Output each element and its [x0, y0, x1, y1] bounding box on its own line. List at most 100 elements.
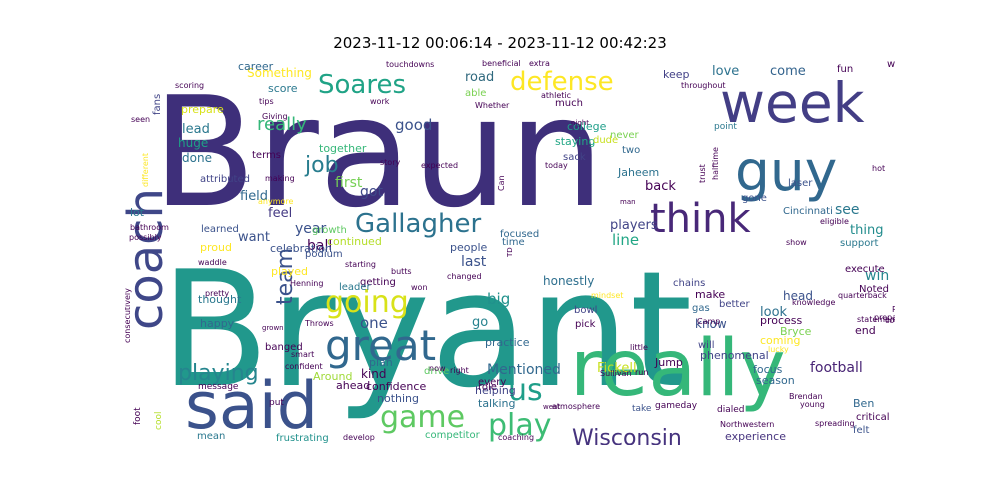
word-atmosphere-141: atmosphere [552, 402, 600, 411]
word-making-169: making [265, 174, 295, 183]
word-foot-135: foot [133, 407, 143, 425]
word-around-80: Around [313, 370, 352, 383]
word-trust-153: trust [698, 164, 707, 183]
word-career-66: career [238, 60, 274, 73]
word-got-32: got [360, 184, 383, 200]
word-happy-70: happy [200, 317, 235, 330]
word-look-36: look [760, 305, 788, 320]
word-make-52: make [695, 288, 725, 301]
word-college-62: college [567, 120, 607, 133]
word-waddle-173: waddle [198, 258, 227, 267]
word-night-194: night [571, 119, 589, 127]
word-go-30: go [472, 315, 488, 330]
word-think-8: think [650, 196, 752, 242]
word-little-185: little [630, 343, 648, 352]
word-run-143: run [635, 368, 648, 377]
word-statement-148: statement [857, 315, 895, 324]
word-never-100: never [610, 130, 640, 141]
word-talking-77: talking [478, 397, 516, 410]
word-focused-105: focused [500, 229, 539, 240]
word-staying-63: staying [555, 135, 595, 148]
word-quarterback-149: quarterback [838, 291, 887, 300]
word-terms-117: terms [252, 150, 281, 161]
word-celebration-67: celebration [270, 242, 332, 255]
word-year-40: year [295, 221, 326, 237]
word-critical-92: critical [856, 412, 890, 423]
word-better-115: better [719, 299, 750, 310]
word-story-158: story [380, 158, 400, 167]
word-dialed-130: dialed [717, 405, 744, 415]
word-bathroom-171: bathroom [130, 223, 169, 232]
word-eligible-151: eligible [820, 217, 849, 226]
word-us-15: us [508, 373, 543, 408]
word-soares-13: Soares [318, 70, 406, 100]
word-put-136: put [269, 398, 284, 408]
word-competitor-96: competitor [425, 430, 481, 441]
word-hot-190: hot [872, 164, 885, 173]
word-dude-103: dude [593, 135, 618, 146]
word-head-56: head [783, 289, 813, 303]
word-able-123: able [465, 88, 486, 99]
word-whether-160: Whether [475, 101, 510, 110]
word-brendan-188: Brendan [789, 392, 823, 401]
word-every-108: every [478, 377, 506, 388]
word-end-89: end [855, 324, 876, 337]
word-nothing-81: nothing [377, 392, 419, 405]
word-gameday-129: gameday [655, 401, 698, 411]
word-laser-98: laser [788, 178, 813, 189]
word-ben-58: Ben [853, 397, 874, 410]
word-line-37: line [612, 231, 639, 249]
word-together-50: together [319, 142, 367, 155]
word-feel-42: feel [268, 206, 292, 221]
word-time-104: time [502, 237, 525, 248]
word-learned-119: learned [201, 224, 239, 235]
word-keep-47: keep [663, 68, 690, 81]
word-cool-133: cool [154, 412, 164, 430]
word-seen-167: seen [131, 115, 150, 124]
word-proud-68: proud [200, 241, 232, 254]
word-starting-179: starting [345, 260, 376, 269]
word-today-156: today [545, 161, 568, 170]
word-field-41: field [240, 189, 268, 204]
word-said-5: said [185, 369, 318, 444]
word-players-49: players [610, 218, 658, 233]
word-come-27: come [770, 64, 806, 79]
word-wisconsin-16: Wisconsin [572, 426, 682, 445]
word-possibly-172: possibly [129, 233, 162, 242]
word-gallagher-9: Gallagher [355, 209, 481, 239]
word-anymore-170: anymore [258, 197, 294, 206]
word-huge-45: huge [178, 136, 208, 150]
word-thing-34: thing [850, 223, 883, 238]
word-gas-112: gas [692, 303, 710, 314]
word-week-3: week [720, 71, 865, 135]
word-went-191: went [543, 403, 560, 411]
word-road-48: road [465, 70, 494, 85]
word-touchdowns-161: touchdowns [386, 60, 434, 69]
word-randall-150: Randall [892, 305, 895, 314]
word-jaheem-61: Jaheem [617, 166, 659, 179]
word-camp-144: Camp [697, 317, 720, 326]
word-grown-176: grown [262, 324, 284, 332]
word-bryant-1: Bryant [160, 236, 692, 423]
word-won-181: won [411, 283, 428, 292]
word-bowl-111: bowl [574, 305, 597, 316]
word-beneficial-162: beneficial [482, 60, 521, 68]
chart-title: 2023-11-12 00:06:14 - 2023-11-12 00:42:2… [333, 34, 667, 52]
word-smart-137: smart [291, 350, 314, 359]
word-really-20: really [257, 114, 307, 135]
word-young-131: young [800, 400, 825, 409]
word-execute-90: execute [845, 264, 885, 275]
word-message-134: message [198, 382, 239, 392]
word-much-124: much [555, 98, 583, 109]
word-season-87: season [756, 374, 795, 387]
word-couple-189: couple [885, 316, 895, 325]
word-lucky-146: lucky [768, 345, 789, 354]
word-point-127: point [714, 122, 737, 132]
word-ball-39: ball [307, 238, 332, 254]
word-know-53: know [695, 317, 727, 331]
word-develop-139: develop [343, 433, 375, 442]
word-phenomenal-84: phenomenal [700, 349, 769, 362]
word-tips-165: tips [259, 97, 274, 106]
word-practice-76: practice [485, 336, 530, 349]
word-extra-163: extra [529, 60, 550, 68]
